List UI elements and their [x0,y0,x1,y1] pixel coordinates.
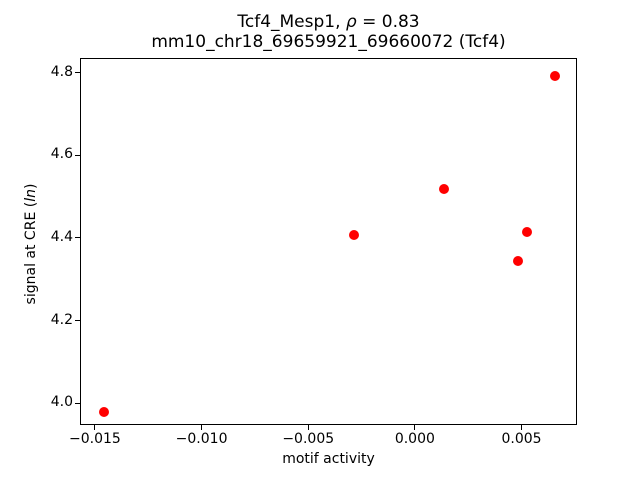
x-tick-mark [307,425,309,430]
x-tick-label: −0.005 [282,431,335,447]
data-point [349,229,360,240]
plot-area [80,58,577,425]
data-point [549,70,560,81]
title-prefix: Tcf4_Mesp1, [237,12,346,32]
x-tick-mark [201,425,203,430]
y-tick-mark [75,72,80,74]
y-tick-label: 4.0 [50,394,73,411]
y-tick-mark [75,154,80,156]
y-tick-label: 4.8 [50,63,73,80]
x-tick-label: 0.005 [501,431,542,447]
ylabel-ln: ln [23,189,39,202]
x-tick-mark [94,425,96,430]
ylabel-prefix: signal at CRE ( [23,201,39,305]
data-point [513,255,524,266]
data-point [438,183,449,194]
y-tick-label: 4.6 [50,146,73,163]
y-tick-mark [75,237,80,239]
chart-subtitle: mm10_chr18_69659921_69660072 (Tcf4) [151,32,506,52]
y-tick-label: 4.2 [50,311,73,328]
ylabel-suffix: ) [23,183,39,190]
chart-title: Tcf4_Mesp1, ρ = 0.83 mm10_chr18_69659921… [80,12,577,52]
x-tick-label: −0.010 [175,431,228,447]
x-tick-mark [414,425,416,430]
x-tick-label: −0.015 [69,431,121,447]
title-correlation-value: = 0.83 [356,12,420,32]
x-axis-label: motif activity [282,451,375,467]
y-tick-mark [75,320,80,322]
data-point [521,226,532,237]
chart-title-line1: Tcf4_Mesp1, ρ = 0.83 [80,12,577,32]
x-tick-mark [521,425,523,430]
y-tick-mark [75,402,80,404]
y-tick-label: 4.4 [50,228,73,245]
data-point [99,406,110,417]
rho-symbol: ρ [345,12,357,32]
x-tick-label: 0.000 [394,431,435,447]
